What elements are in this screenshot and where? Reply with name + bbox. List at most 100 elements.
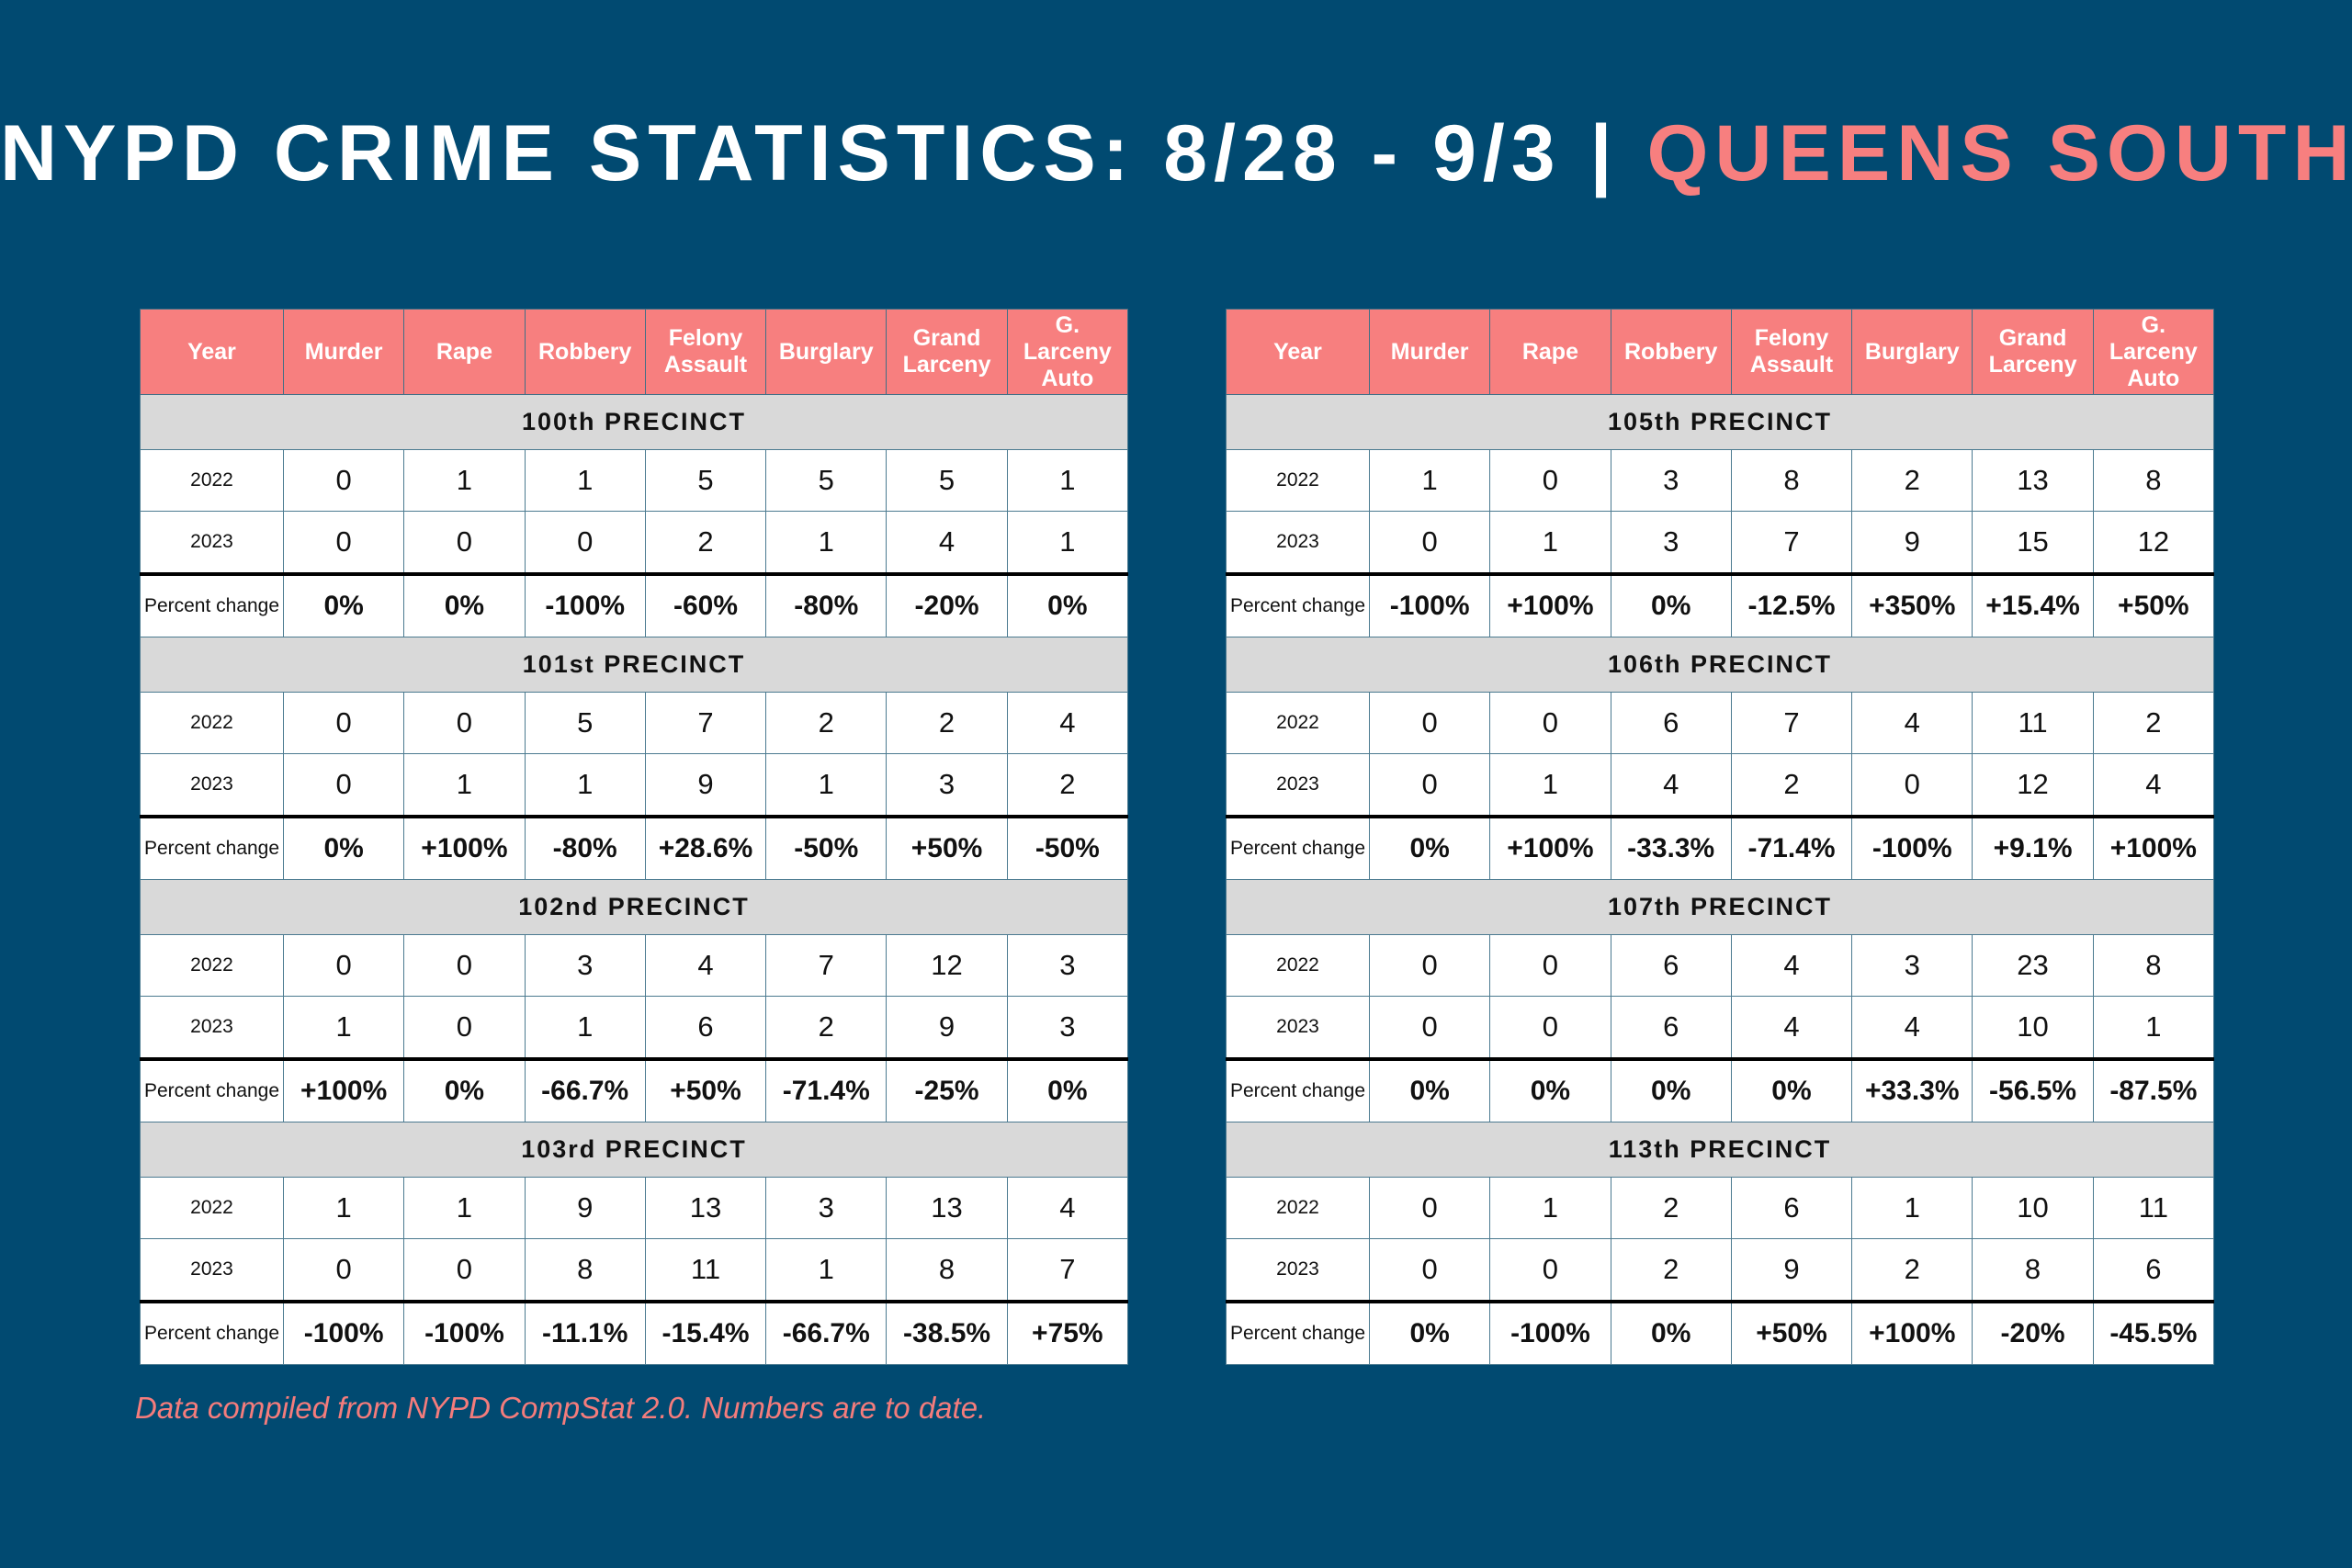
percent-change-row: Percent change 0% +100% -80% +28.6% -50% +50% -… xyxy=(140,815,1129,880)
table-cell: +50% xyxy=(2092,572,2215,637)
table-cell: +50% xyxy=(886,815,1008,880)
table-cell: 1 xyxy=(1006,449,1129,512)
row-label: 2022 xyxy=(140,692,284,754)
precinct-band: 113th PRECINCT xyxy=(1226,1122,2214,1178)
table-cell: 13 xyxy=(1972,449,2094,512)
table-cell: 0 xyxy=(282,934,405,997)
table-cell: 0 xyxy=(282,1238,405,1303)
precinct-band: 107th PRECINCT xyxy=(1226,879,2214,935)
table-cell: 4 xyxy=(1851,692,1973,754)
percent-change-row: Percent change 0% 0% 0% 0% +33.3% -56.5% -87.5% xyxy=(1226,1057,2215,1122)
row-label: Percent change xyxy=(140,815,284,880)
year-row: 2023 0 0 2 9 2 8 6 xyxy=(1226,1238,2215,1303)
page-title: NYPD CRIME STATISTICS: 8/28 - 9/3 | QUEE… xyxy=(0,108,2352,199)
table-cell: 3 xyxy=(1610,511,1732,575)
table-cell: 9 xyxy=(644,753,767,818)
column-header: Murder xyxy=(1368,309,1491,395)
precinct-band: 103rd PRECINCT xyxy=(140,1122,1128,1178)
column-header: Grand Larceny xyxy=(1972,309,2094,395)
row-label: Percent change xyxy=(1226,1300,1370,1365)
precinct-name: 102nd PRECINCT xyxy=(140,879,1128,935)
column-header: Year xyxy=(1226,309,1370,395)
table-cell: -60% xyxy=(644,572,767,637)
table-cell: +100% xyxy=(1851,1300,1973,1365)
column-header: G. Larceny Auto xyxy=(1006,309,1129,395)
footnote: Data compiled from NYPD CompStat 2.0. Nu… xyxy=(135,1391,987,1425)
table-cell: 7 xyxy=(1006,1238,1129,1303)
table-cell: 11 xyxy=(644,1238,767,1303)
precinct-band: 102nd PRECINCT xyxy=(140,879,1128,935)
table-cell: 1 xyxy=(403,753,526,818)
table-cell: -38.5% xyxy=(886,1300,1008,1365)
table-cell: 4 xyxy=(1006,1177,1129,1239)
table-cell: 1 xyxy=(403,449,526,512)
column-header: Robbery xyxy=(1610,309,1732,395)
year-row: 2023 0 0 0 2 1 4 1 xyxy=(140,511,1129,575)
table-cell: 8 xyxy=(886,1238,1008,1303)
row-label: 2023 xyxy=(140,753,284,818)
column-header: Murder xyxy=(282,309,405,395)
table-cell: 3 xyxy=(1006,996,1129,1060)
year-row: 2022 0 0 6 7 4 11 2 xyxy=(1226,692,2215,754)
table-cell: +50% xyxy=(644,1057,767,1122)
table-cell: -45.5% xyxy=(2092,1300,2215,1365)
table-cell: 0 xyxy=(1368,1177,1491,1239)
table-cell: 11 xyxy=(2092,1177,2215,1239)
column-header: G. Larceny Auto xyxy=(2092,309,2215,395)
precinct-band: 105th PRECINCT xyxy=(1226,394,2214,450)
title-main: NYPD CRIME STATISTICS: 8/28 - 9/3 | xyxy=(0,109,1647,197)
column-header: Year xyxy=(140,309,284,395)
year-row: 2023 0 1 1 9 1 3 2 xyxy=(140,753,1129,818)
precinct-name: 107th PRECINCT xyxy=(1226,879,2214,935)
table-cell: 1 xyxy=(403,1177,526,1239)
year-row: 2023 0 1 3 7 9 15 12 xyxy=(1226,511,2215,575)
table-cell: 0 xyxy=(1368,996,1491,1060)
table-cell: 4 xyxy=(1730,996,1853,1060)
table-cell: 15 xyxy=(1972,511,2094,575)
table-cell: 2 xyxy=(1610,1238,1732,1303)
table-cell: 0% xyxy=(282,815,405,880)
table-cell: 0 xyxy=(1489,449,1611,512)
table-cell: 0 xyxy=(1368,934,1491,997)
table-cell: 2 xyxy=(1610,1177,1732,1239)
table-cell: 6 xyxy=(1610,934,1732,997)
table-cell: 5 xyxy=(524,692,646,754)
table-cell: 4 xyxy=(1851,996,1973,1060)
year-row: 2022 0 0 6 4 3 23 8 xyxy=(1226,934,2215,997)
year-row: 2023 1 0 1 6 2 9 3 xyxy=(140,996,1129,1060)
table-cell: -25% xyxy=(886,1057,1008,1122)
precinct-name: 106th PRECINCT xyxy=(1226,637,2214,693)
table-cell: 1 xyxy=(1489,753,1611,818)
table-cell: 0% xyxy=(282,572,405,637)
table-cell: 4 xyxy=(1730,934,1853,997)
table-cell: -66.7% xyxy=(765,1300,888,1365)
table-cell: 9 xyxy=(1851,511,1973,575)
table-cell: -100% xyxy=(1368,572,1491,637)
table-cell: 0% xyxy=(1610,572,1732,637)
table-cell: 1 xyxy=(765,1238,888,1303)
column-header: Burglary xyxy=(765,309,888,395)
precinct-band: 101st PRECINCT xyxy=(140,637,1128,693)
table-cell: 12 xyxy=(2092,511,2215,575)
table-cell: 1 xyxy=(1489,511,1611,575)
table-cell: 0% xyxy=(1610,1057,1732,1122)
table-cell: 7 xyxy=(1730,511,1853,575)
column-header: Burglary xyxy=(1851,309,1973,395)
year-row: 2022 1 0 3 8 2 13 8 xyxy=(1226,449,2215,512)
row-label: 2023 xyxy=(140,996,284,1060)
precinct-name: 113th PRECINCT xyxy=(1226,1122,2214,1178)
row-label: 2023 xyxy=(140,511,284,575)
row-label: 2022 xyxy=(1226,692,1370,754)
table-cell: 3 xyxy=(886,753,1008,818)
table-cell: 3 xyxy=(1006,934,1129,997)
table-cell: 3 xyxy=(765,1177,888,1239)
table-cell: -33.3% xyxy=(1610,815,1732,880)
row-label: 2023 xyxy=(140,1238,284,1303)
table-cell: +75% xyxy=(1006,1300,1129,1365)
column-header: Grand Larceny xyxy=(886,309,1008,395)
table-cell: 12 xyxy=(1972,753,2094,818)
year-row: 2022 0 0 5 7 2 2 4 xyxy=(140,692,1129,754)
precinct-name: 103rd PRECINCT xyxy=(140,1122,1128,1178)
table-cell: 5 xyxy=(765,449,888,512)
table-cell: 0 xyxy=(1489,996,1611,1060)
